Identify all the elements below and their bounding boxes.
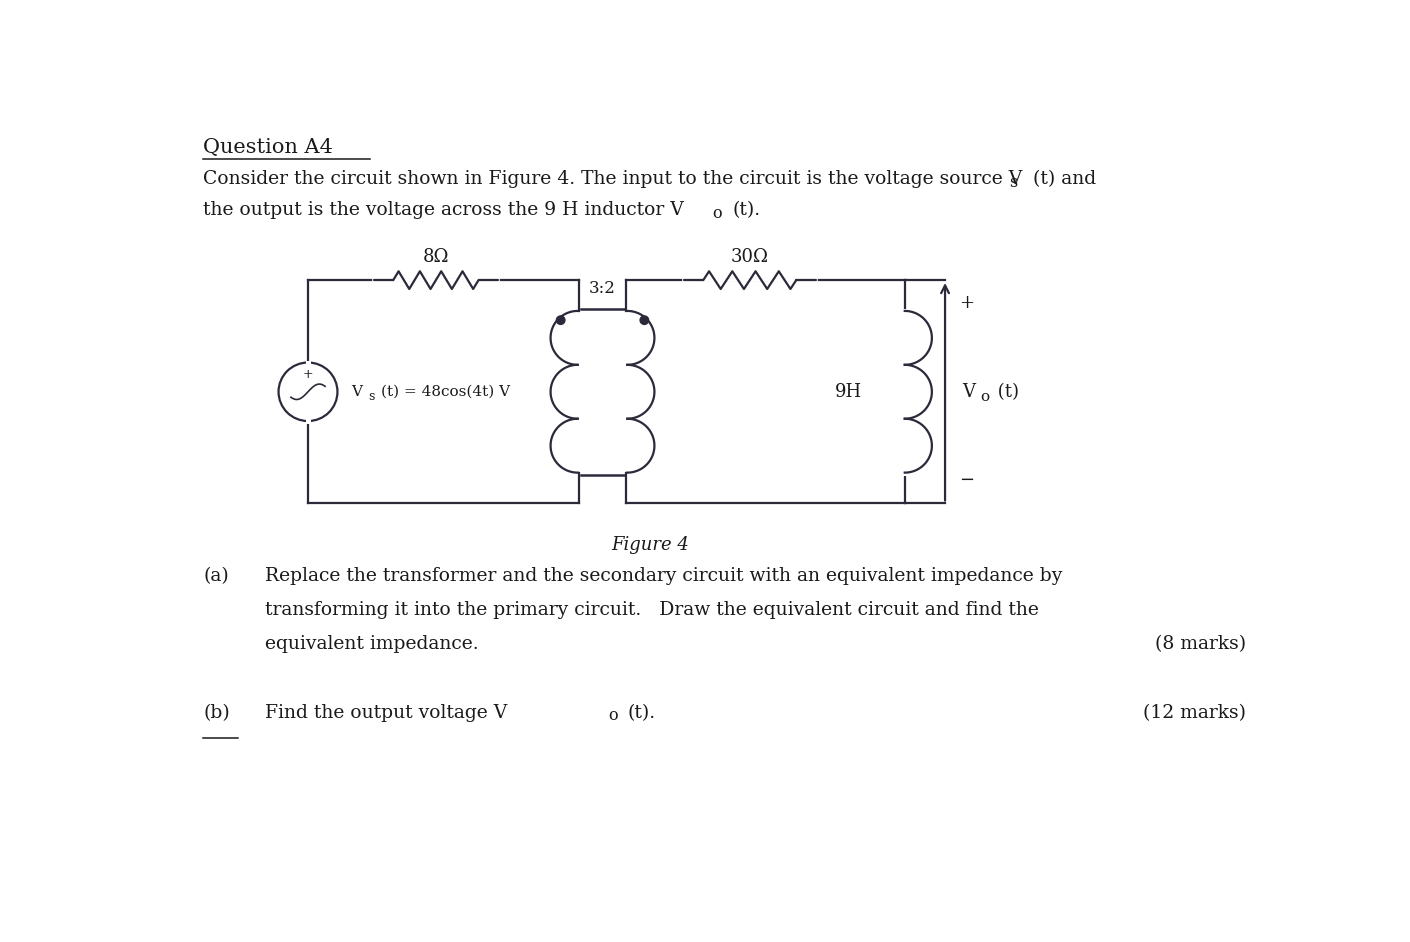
Text: Find the output voltage V: Find the output voltage V — [265, 704, 508, 722]
Text: V: V — [351, 384, 362, 398]
Text: o: o — [609, 707, 619, 724]
Text: +: + — [959, 294, 974, 312]
Text: 8Ω: 8Ω — [423, 249, 450, 267]
Text: 9H: 9H — [835, 382, 862, 400]
Text: (t) and: (t) and — [1032, 170, 1096, 188]
Text: 3:2: 3:2 — [589, 280, 616, 297]
Text: the output is the voltage across the 9 H inductor V: the output is the voltage across the 9 H… — [203, 201, 684, 219]
Text: (b): (b) — [203, 704, 230, 722]
Text: (12 marks): (12 marks) — [1142, 704, 1246, 722]
Text: (t): (t) — [991, 382, 1018, 400]
Text: −: − — [959, 471, 974, 489]
Text: Replace the transformer and the secondary circuit with an equivalent impedance b: Replace the transformer and the secondar… — [265, 567, 1063, 585]
Text: s: s — [1010, 174, 1018, 191]
Text: V: V — [962, 382, 976, 400]
Text: (a): (a) — [203, 567, 228, 585]
Text: equivalent impedance.: equivalent impedance. — [265, 635, 479, 653]
Text: +: + — [303, 368, 313, 382]
Text: transforming it into the primary circuit.   Draw the equivalent circuit and find: transforming it into the primary circuit… — [265, 601, 1039, 619]
Text: s: s — [368, 390, 375, 403]
Text: 30Ω: 30Ω — [730, 249, 768, 267]
Text: (t).: (t). — [627, 704, 656, 722]
Circle shape — [557, 316, 565, 324]
Text: Figure 4: Figure 4 — [611, 536, 688, 554]
Text: (8 marks): (8 marks) — [1155, 635, 1246, 653]
Text: o: o — [712, 204, 722, 221]
Text: Question A4: Question A4 — [203, 138, 333, 156]
Circle shape — [640, 316, 649, 324]
Text: o: o — [980, 390, 988, 404]
Text: Consider the circuit shown in Figure 4. The input to the circuit is the voltage : Consider the circuit shown in Figure 4. … — [203, 170, 1022, 188]
Text: (t) = 48cos(4t) V: (t) = 48cos(4t) V — [381, 384, 510, 398]
Text: (t).: (t). — [733, 201, 761, 219]
